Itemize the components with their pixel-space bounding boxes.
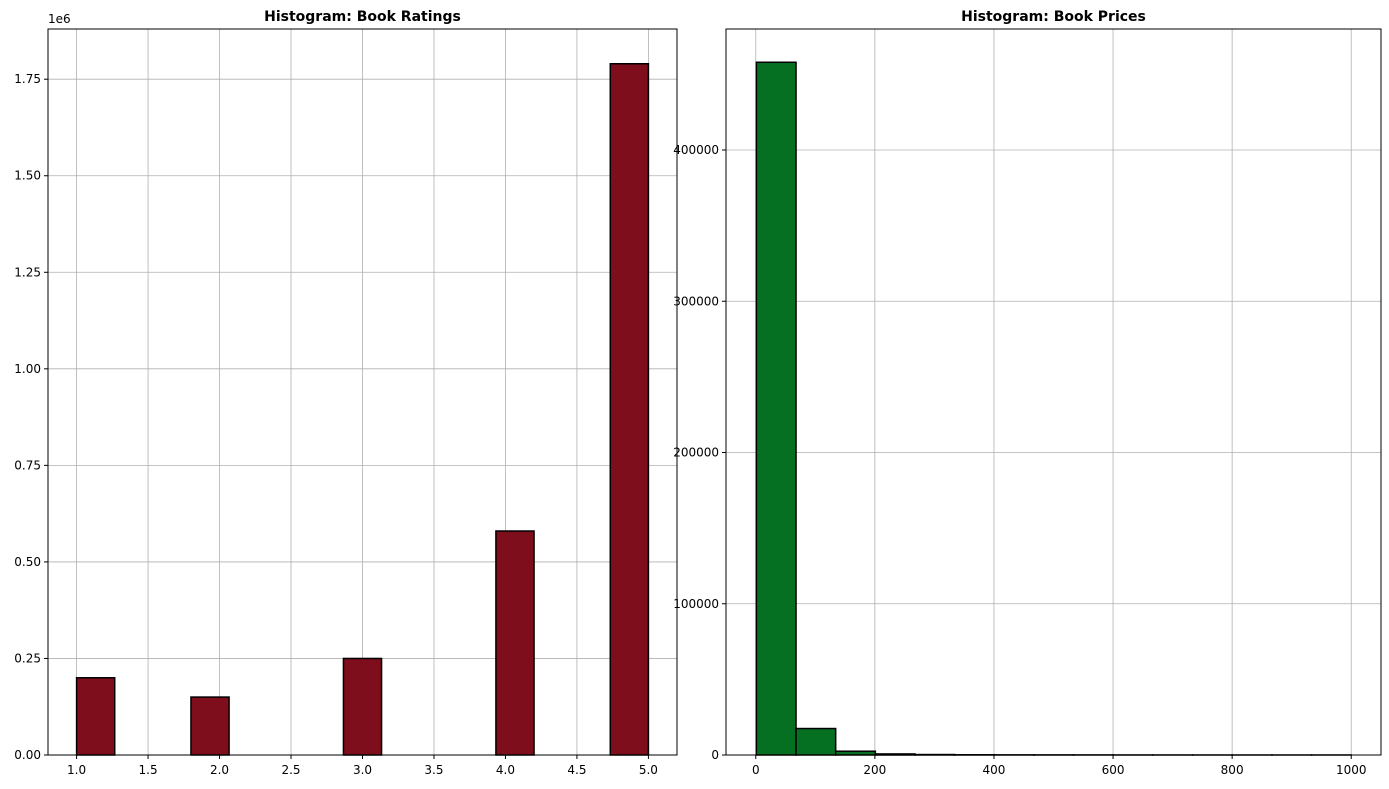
prices-histogram-bar bbox=[795, 727, 837, 756]
prices-y-tick-label: 200000 bbox=[673, 446, 719, 460]
prices-y-ticks: 0 100000 200000 300000 400000 bbox=[673, 143, 726, 762]
ratings-x-tick-label: 4.0 bbox=[496, 763, 515, 777]
ratings-y-offset-label: 1e6 bbox=[48, 12, 71, 26]
ratings-y-tick-label: 1.75 bbox=[14, 72, 41, 86]
prices-y-tick-label: 300000 bbox=[673, 294, 719, 308]
ratings-x-tick-label: 3.0 bbox=[353, 763, 372, 777]
ratings-y-tick-label: 0.75 bbox=[14, 458, 41, 472]
ratings-y-tick-label: 1.50 bbox=[14, 169, 41, 183]
prices-x-tick-label: 400 bbox=[983, 763, 1006, 777]
ratings-x-tick-label: 4.5 bbox=[567, 763, 586, 777]
ratings-y-tick-label: 1.25 bbox=[14, 265, 41, 279]
ratings-histogram-bar bbox=[75, 677, 116, 756]
ratings-x-tick-label: 1.0 bbox=[67, 763, 86, 777]
ratings-x-ticks: 1.0 1.5 2.0 2.5 3.0 3.5 4.0 4.5 5.0 bbox=[67, 755, 658, 777]
ratings-grid bbox=[48, 29, 677, 756]
prices-y-tick-label: 0 bbox=[711, 748, 719, 762]
prices-histogram-bar bbox=[834, 750, 877, 756]
ratings-y-tick-label: 1.00 bbox=[14, 362, 41, 376]
ratings-x-tick-label: 2.0 bbox=[210, 763, 229, 777]
prices-x-tick-label: 800 bbox=[1221, 763, 1244, 777]
prices-x-tick-label: 200 bbox=[863, 763, 886, 777]
prices-x-tick-label: 600 bbox=[1102, 763, 1125, 777]
ratings-histogram-bar bbox=[190, 696, 230, 756]
prices-histogram-bar bbox=[755, 61, 797, 756]
ratings-x-tick-label: 1.5 bbox=[139, 763, 158, 777]
prices-grid bbox=[726, 29, 1381, 756]
ratings-y-tick-label: 0.00 bbox=[14, 748, 41, 762]
ratings-histogram-bar bbox=[342, 657, 383, 756]
ratings-histogram-bar bbox=[609, 63, 650, 756]
prices-histogram-panel: 0 200 400 600 800 1000 0 100000 200000 300000 400… bbox=[673, 9, 1382, 777]
ratings-histogram-panel: 1.0 1.5 2.0 2.5 3.0 3.5 4.0 4.5 5.0 0.00 0.25 0.50… bbox=[14, 9, 678, 777]
prices-x-tick-label: 0 bbox=[752, 763, 760, 777]
ratings-histogram-bar bbox=[495, 530, 535, 756]
prices-bars bbox=[755, 61, 1352, 756]
prices-x-tick-label: 1000 bbox=[1336, 763, 1367, 777]
ratings-x-tick-label: 5.0 bbox=[639, 763, 658, 777]
prices-x-ticks: 0 200 400 600 800 1000 bbox=[752, 755, 1367, 777]
ratings-x-tick-label: 2.5 bbox=[281, 763, 300, 777]
ratings-x-tick-label: 3.5 bbox=[424, 763, 443, 777]
prices-chart-title: Histogram: Book Prices bbox=[961, 9, 1146, 25]
ratings-chart-title: Histogram: Book Ratings bbox=[264, 9, 461, 25]
ratings-y-tick-label: 0.50 bbox=[14, 555, 41, 569]
prices-axes-frame bbox=[725, 28, 1382, 756]
prices-y-tick-label: 400000 bbox=[673, 143, 719, 157]
ratings-y-ticks: 0.00 0.25 0.50 0.75 1.00 1.25 1.50 1.75 bbox=[14, 72, 48, 762]
ratings-bars bbox=[75, 63, 650, 756]
prices-y-tick-label: 100000 bbox=[673, 597, 719, 611]
ratings-y-tick-label: 0.25 bbox=[14, 651, 41, 665]
